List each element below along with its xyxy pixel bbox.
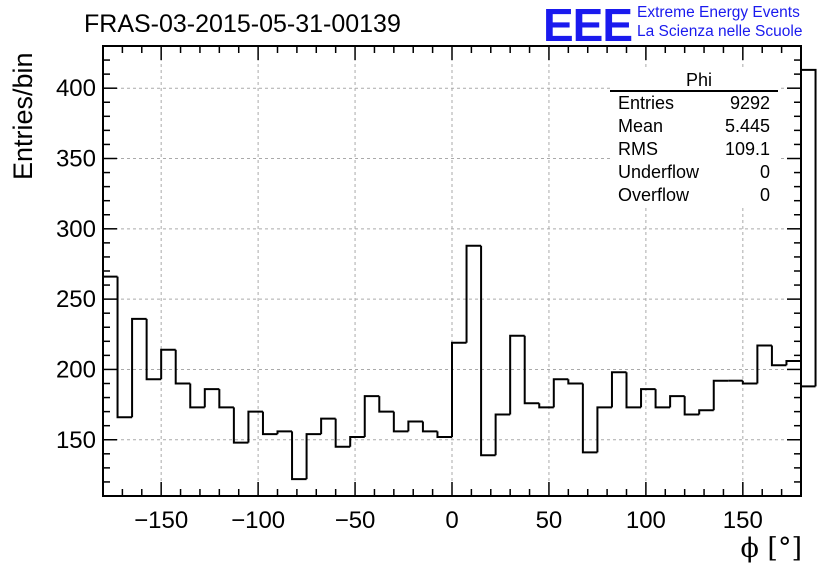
x-axis-label: ϕ [°]	[740, 533, 802, 564]
x-tick-label: 100	[626, 507, 666, 534]
histogram-bin	[480, 245, 496, 457]
histogram-bin	[683, 396, 700, 416]
stats-row: Underflow 0	[610, 161, 778, 184]
histogram-bin	[291, 431, 307, 481]
histogram-bin	[712, 379, 729, 411]
stats-label: Overflow	[618, 185, 690, 205]
histogram-bin	[451, 341, 467, 437]
histogram-bin	[494, 413, 511, 456]
histogram-bin	[654, 389, 671, 409]
stats-row: RMS 109.1	[610, 138, 778, 161]
histogram-bin	[261, 411, 278, 436]
stats-label: Mean	[618, 116, 664, 136]
y-tick-label: 150	[56, 427, 96, 454]
stats-value: 0	[759, 185, 770, 205]
histogram-bin	[160, 348, 176, 380]
stats-label: Entries	[618, 93, 675, 113]
x-tick-label: −150	[134, 507, 188, 534]
stats-rows: Entries 9292 Mean 5.445 RMS 109.1 Underflow 0 Ov…	[610, 92, 778, 207]
histogram-bin	[523, 335, 540, 405]
y-tick-label: 400	[56, 75, 96, 102]
histogram-bin	[218, 389, 234, 409]
histogram-bin	[436, 431, 452, 438]
stats-title: Phi	[610, 70, 778, 92]
histogram-bin	[756, 344, 772, 384]
histogram-bin	[189, 383, 205, 409]
histogram-bin	[232, 407, 249, 444]
histogram-bin	[741, 380, 758, 385]
axis-tick-labels: −150 −100 −50 0 50 100 150 150 200 250 300 350 400	[56, 75, 763, 534]
histogram-bin	[625, 372, 642, 409]
histogram-bin	[320, 417, 336, 435]
histogram-bin	[785, 360, 801, 366]
histogram-bin	[640, 388, 656, 408]
histogram-bin	[567, 379, 583, 385]
histogram-bin	[421, 421, 438, 433]
histogram-bin	[131, 317, 147, 418]
x-tick-label: −100	[231, 507, 285, 534]
histogram-bin	[610, 371, 627, 408]
histogram-bin	[465, 244, 482, 343]
x-tick-label: 50	[536, 507, 563, 534]
x-tick-label: 150	[723, 507, 763, 534]
histogram-bin	[174, 349, 191, 385]
histogram-bin	[407, 420, 423, 432]
histogram-bin	[698, 409, 714, 415]
histogram-bin	[378, 396, 394, 413]
axis-ticks	[102, 45, 802, 497]
histogram-bin	[334, 418, 351, 448]
stats-row: Overflow 0	[610, 184, 778, 207]
stats-row: Mean 5.445	[610, 115, 778, 138]
y-tick-label: 300	[56, 216, 96, 243]
histogram-bin	[801, 68, 817, 387]
x-tick-label: −50	[335, 507, 376, 534]
histogram-bin	[552, 378, 569, 408]
logo-subtitle-2: La Scienza nelle Scuole	[637, 23, 803, 40]
chart-title: FRAS-03-2015-05-31-00139	[84, 10, 401, 38]
x-tick-label: 0	[445, 507, 458, 534]
histogram-bin	[145, 318, 162, 381]
histogram-bin	[363, 395, 380, 437]
histogram-bin	[305, 433, 322, 480]
eee-logo: EEE	[543, 0, 633, 51]
histogram-bin	[800, 361, 816, 388]
y-tick-label: 350	[56, 146, 96, 173]
y-tick-label: 250	[56, 286, 96, 313]
histogram-bin	[538, 403, 554, 409]
stats-box: Phi Entries 9292 Mean 5.445 RMS 109.1 Underflo…	[610, 70, 778, 207]
y-axis-label: Entries/bin	[8, 52, 38, 180]
stats-value: 5.445	[724, 116, 770, 136]
histogram-bin	[509, 334, 525, 415]
histogram-bin	[203, 388, 220, 408]
histogram-bin	[770, 345, 787, 367]
stats-value: 0	[759, 162, 770, 182]
stats-value: 9292	[729, 93, 770, 113]
stats-label: RMS	[618, 139, 658, 159]
histogram-bin	[276, 430, 293, 435]
stats-label: Underflow	[618, 162, 700, 182]
y-tick-label: 200	[56, 356, 96, 383]
histogram-bin	[596, 406, 612, 453]
histogram-bin	[669, 395, 685, 408]
logo-subtitle-1: Extreme Energy Events	[637, 4, 800, 21]
histogram-bars	[103, 68, 817, 481]
histogram-bin	[349, 435, 365, 447]
stats-row: Entries 9292	[610, 92, 778, 115]
histogram-bin	[116, 276, 133, 419]
histogram-bin	[581, 383, 598, 454]
stats-value: 109.1	[724, 139, 770, 159]
histogram-bin	[392, 411, 409, 433]
histogram-bin	[247, 410, 263, 443]
